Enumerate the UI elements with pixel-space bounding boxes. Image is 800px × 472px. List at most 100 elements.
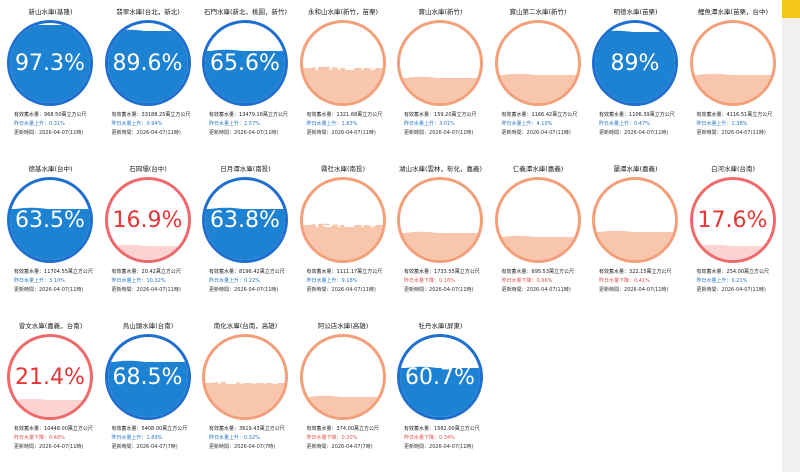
storage-line: 有效蓄水量：254.00萬立方公尺 — [697, 268, 783, 277]
water-fill — [107, 362, 188, 417]
update-time: 2026-04-07(11時) — [526, 286, 571, 293]
reservoir-card[interactable]: 新山水庫(基隆) 97.3% 有效蓄水量：968.50萬立方公尺 昨日水量上升：0.3… — [2, 2, 99, 157]
reservoir-card[interactable]: 德基水庫(台中) 63.5% 有效蓄水量：11704.55萬立方公尺 昨日水量上升：3… — [2, 159, 99, 314]
daily-change: 昨日水量上升：0.94% — [111, 120, 163, 127]
reservoir-card[interactable]: 蘭潭水庫(嘉義) 35% 有效蓄水量：322.15萬立方公尺 昨日水量下降：0.41%… — [587, 159, 684, 314]
water-fill — [107, 31, 188, 103]
water-wave — [107, 245, 188, 253]
daily-change: 昨日水量上升：0.32% — [209, 434, 260, 441]
update-prefix: 更新時間： — [501, 129, 527, 136]
storage-prefix: 有效蓄水量： — [599, 269, 630, 275]
reservoir-card[interactable]: 翡翠水庫(台北，新北) 89.6% 有效蓄水量：33188.25萬立方公尺 昨日水量上… — [100, 2, 197, 157]
reservoir-card[interactable]: 曾文水庫(嘉義，台南) 21.4% 有效蓄水量：10448.00萬立方公尺 昨日水量下… — [2, 316, 99, 471]
percent-label: 97.3% — [15, 50, 85, 76]
water-wave — [400, 367, 480, 375]
reservoir-card[interactable]: 石門水庫(新北，桃園，新竹) 65.6% 有效蓄水量：13479.18萬立方公尺 昨日… — [197, 2, 294, 157]
percent-label: 16.9% — [112, 207, 183, 233]
storage-line: 有效蓄水量：695.53萬立方公尺 — [502, 268, 588, 277]
storage-unit: 萬立方公尺 — [646, 269, 672, 275]
reservoir-card[interactable]: 烏山頭水庫(台南) 68.5% 有效蓄水量：5408.00萬立方公尺 昨日水量上升：1… — [100, 316, 197, 471]
reservoir-name: 翡翠水庫(台北，新北) — [116, 8, 180, 16]
percent-label: 63.8% — [210, 207, 280, 233]
update-line: 更新時間：2026-04-07(7時) — [307, 443, 393, 452]
daily-change: 昨日水量上升：2.57% — [209, 120, 260, 127]
storage-unit: 萬立方公尺 — [162, 426, 188, 432]
sidebar-accent-tab[interactable] — [782, 0, 800, 18]
reservoir-card[interactable]: 白河水庫(台南) 17.6% 有效蓄水量：254.00萬立方公尺 昨日水量上升：0.2… — [685, 159, 782, 314]
water-level-gauge: 28.2% — [494, 177, 581, 263]
update-time: 2026-04-07(11時) — [331, 286, 376, 293]
reservoir-card[interactable]: 明德水庫(苗栗) 89% 有效蓄水量：1106.39萬立方公尺 昨日水量上升：0.47… — [587, 2, 684, 157]
storage-value: 1582.00 — [434, 426, 455, 432]
storage-unit: 萬立方公尺 — [744, 269, 770, 275]
daily-change: 昨日水量下降：0.41% — [599, 277, 650, 284]
side-scroll-panel[interactable] — [782, 0, 800, 472]
reservoir-info: 有效蓄水量：1106.39萬立方公尺 昨日水量上升：0.47% 更新時間：2026-… — [599, 111, 685, 137]
update-line: 更新時間：2026-04-07(7時) — [112, 443, 198, 452]
water-level-gauge: 89.6% — [104, 20, 191, 106]
water-level-gauge: 16.9% — [104, 177, 191, 263]
update-time: 2026-04-07(7時) — [331, 443, 373, 450]
water-level-gauge: 63.8% — [202, 177, 288, 263]
percent-label: 89.6% — [112, 50, 183, 76]
daily-change: 昨日水量上升：9.18% — [306, 277, 358, 284]
storage-line: 有效蓄水量：33188.25萬立方公尺 — [112, 111, 198, 120]
storage-line: 有效蓄水量：1582.00萬立方公尺 — [404, 425, 490, 434]
percent-label: 68.5% — [112, 364, 183, 390]
storage-prefix: 有效蓄水量： — [501, 269, 532, 275]
reservoir-name: 曾文水庫(嘉義，台南) — [18, 322, 83, 330]
storage-unit: 萬立方公尺 — [259, 426, 285, 432]
storage-value: 20.42 — [141, 269, 156, 275]
water-level-gauge: 89% — [592, 20, 678, 106]
storage-line: 有效蓄水量：159.20萬立方公尺 — [404, 111, 490, 120]
water-fill — [595, 31, 675, 103]
percent-label: 44.1% — [307, 50, 378, 76]
update-line: 更新時間：2026-04-07(11時) — [14, 443, 100, 452]
update-time: 2026-04-07(11時) — [526, 129, 571, 136]
storage-prefix: 有效蓄水量： — [209, 112, 240, 118]
reservoir-card[interactable]: 鯉魚潭水庫(苗栗，台中) 35.5% 有效蓄水量：4116.51萬立方公尺 昨日水量上… — [685, 2, 782, 157]
reservoir-card[interactable]: 牡丹水庫(屏東) 60.7% 有效蓄水量：1582.00萬立方公尺 昨日水量下降：0.… — [392, 316, 489, 471]
daily-change: 昨日水量上升：3.01% — [404, 120, 455, 127]
water-wave — [10, 398, 90, 406]
storage-prefix: 有效蓄水量： — [404, 269, 435, 275]
daily-change: 昨日水量下降：0.20% — [306, 434, 358, 441]
reservoir-name: 阿公店水庫(高雄) — [317, 322, 369, 330]
update-line: 更新時間：2026-04-07(11時) — [112, 286, 198, 295]
update-line: 更新時間：2026-04-07(11時) — [307, 286, 393, 295]
water-level-gauge: 65.6% — [202, 20, 288, 106]
reservoir-name: 德基水庫(台中) — [28, 165, 73, 173]
reservoir-card[interactable]: 日月潭水庫(南投) 63.8% 有效蓄水量：8196.42萬立方公尺 昨日水量上升：0… — [197, 159, 294, 314]
reservoir-card[interactable]: 石岡壩(台中) 16.9% 有效蓄水量：20.42萬立方公尺 昨日水量上升：10.32… — [100, 159, 197, 314]
reservoir-name: 仁義潭水庫(嘉義) — [512, 165, 564, 173]
reservoir-card[interactable]: 湖山水庫(雲林，彰化，嘉義) 34.3% 有效蓄水量：1733.55萬立方公尺 昨日水… — [392, 159, 489, 314]
daily-change: 昨日水量下降：0.34% — [404, 434, 455, 441]
storage-unit: 萬立方公尺 — [451, 112, 477, 118]
reservoir-card[interactable]: 霧社水庫(南投) 43.2% 有效蓄水量：1111.17萬立方公尺 昨日水量上升：9.… — [295, 159, 392, 314]
reservoir-card[interactable]: 寶山水庫(新竹) 31.7% 有效蓄水量：159.20萬立方公尺 昨日水量上升：3.0… — [392, 2, 489, 157]
update-time: 2026-04-07(11時) — [234, 129, 279, 136]
water-level-gauge: 25.2% — [299, 334, 386, 420]
reservoir-card[interactable]: 南化水庫(台南，高雄) 42.4% 有效蓄水量：3619.43萬立方公尺 昨日水量上升… — [197, 316, 294, 471]
storage-line: 有效蓄水量：1321.68萬立方公尺 — [307, 111, 393, 120]
water-fill — [400, 368, 480, 417]
reservoir-name: 新山水庫(基隆) — [28, 8, 73, 16]
update-prefix: 更新時間： — [404, 443, 430, 450]
storage-prefix: 有效蓄水量： — [404, 112, 435, 118]
storage-prefix: 有效蓄水量： — [306, 426, 337, 432]
update-line: 更新時間：2026-04-07(11時) — [14, 129, 100, 138]
reservoir-card[interactable]: 仁義潭水庫(嘉義) 28.2% 有效蓄水量：695.53萬立方公尺 昨日水量下降：0.… — [490, 159, 587, 314]
reservoir-card[interactable]: 永和山水庫(新竹，苗栗) 44.1% 有效蓄水量：1321.68萬立方公尺 昨日水量上… — [295, 2, 392, 157]
storage-prefix: 有效蓄水量： — [14, 112, 45, 118]
storage-prefix: 有效蓄水量： — [404, 426, 435, 432]
storage-line: 有效蓄水量：3619.43萬立方公尺 — [209, 425, 295, 434]
update-line: 更新時間：2026-04-07(11時) — [599, 286, 685, 295]
update-prefix: 更新時間： — [111, 443, 137, 450]
update-line: 更新時間：2026-04-07(7時) — [209, 443, 295, 452]
reservoir-info: 有效蓄水量：254.00萬立方公尺 昨日水量上升：0.21% 更新時間：2026-0… — [697, 268, 783, 294]
reservoir-card[interactable]: 寶山第二水庫(新竹) 34.4% 有效蓄水量：1166.42萬立方公尺 昨日水量上升：… — [490, 2, 587, 157]
storage-value: 4116.51 — [726, 112, 748, 118]
update-line: 更新時間：2026-04-07(11時) — [697, 129, 783, 138]
daily-change: 昨日水量上升：2.38% — [696, 120, 748, 127]
reservoir-card[interactable]: 阿公店水庫(高雄) 25.2% 有效蓄水量：374.00萬立方公尺 昨日水量下降：0.… — [295, 316, 392, 471]
